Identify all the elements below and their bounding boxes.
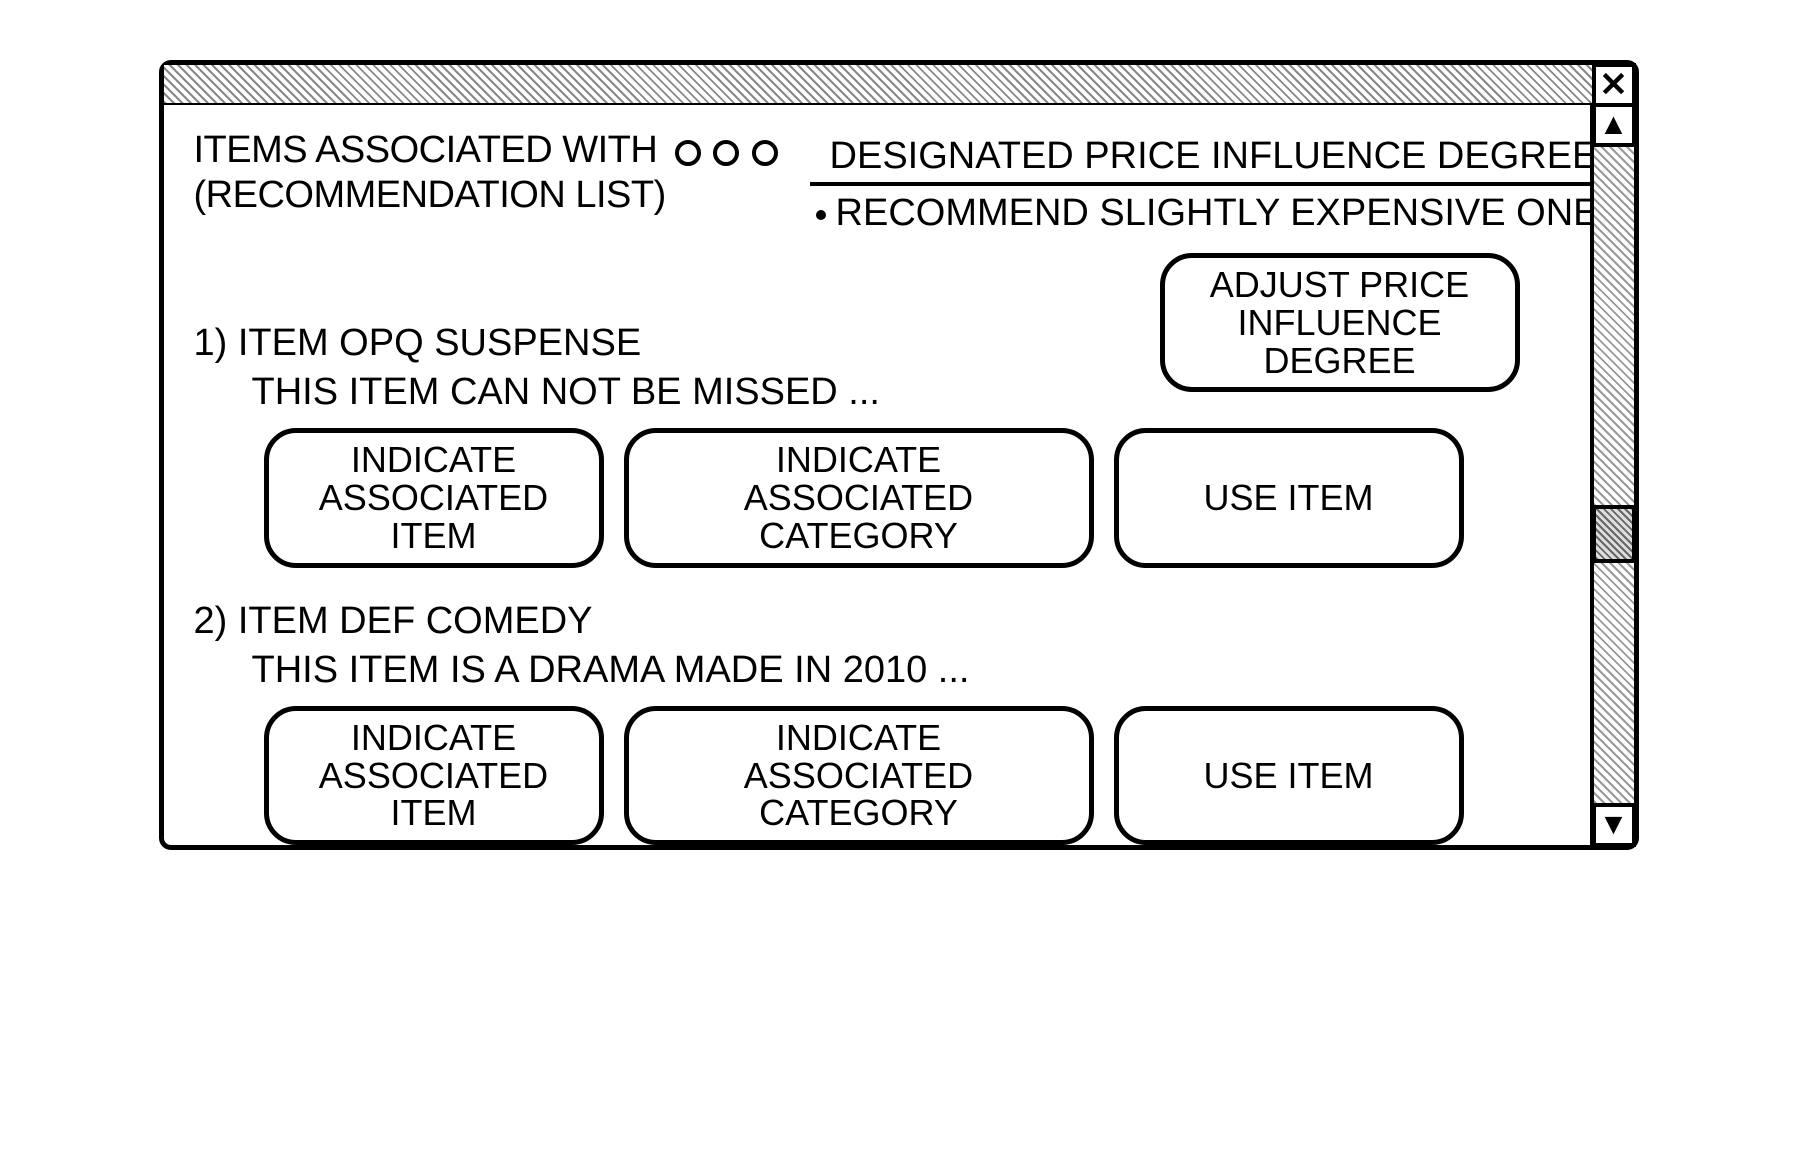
- price-influence-value: RECOMMEND SLIGHTLY EXPENSIVE ONES: [810, 186, 1590, 235]
- indicate-associated-item-button[interactable]: INDICATE ASSOCIATED ITEM: [264, 706, 604, 845]
- scrollbar-thumb[interactable]: [1592, 505, 1636, 563]
- button-label: ASSOCIATED CATEGORY: [655, 757, 1063, 833]
- item-button-row: INDICATE ASSOCIATED ITEM INDICATE ASSOCI…: [264, 428, 1530, 567]
- price-influence-label: DESIGNATED PRICE INFLUENCE DEGREE: [810, 135, 1590, 186]
- content-area: ITEMS ASSOCIATED WITH (RECOMMENDATION LI…: [164, 105, 1590, 845]
- item-button-row: INDICATE ASSOCIATED ITEM INDICATE ASSOCI…: [264, 706, 1530, 845]
- button-label: ASSOCIATED ITEM: [295, 479, 573, 555]
- user-icon-placeholder: [675, 130, 779, 174]
- chevron-up-icon: ▲: [1599, 110, 1629, 140]
- header-left: ITEMS ASSOCIATED WITH (RECOMMENDATION LI…: [194, 129, 780, 218]
- header-title-line1: ITEMS ASSOCIATED WITH: [194, 129, 658, 171]
- indicate-associated-category-button[interactable]: INDICATE ASSOCIATED CATEGORY: [624, 706, 1094, 845]
- circle-icon: [713, 140, 739, 166]
- button-label: USE ITEM: [1203, 479, 1373, 517]
- canvas: ✕ ▲ ▼ ITEMS ASSOCIATED WITH: [0, 0, 1797, 1153]
- item-index: 2): [194, 600, 228, 642]
- button-label: USE ITEM: [1203, 757, 1373, 795]
- close-icon: ✕: [1599, 68, 1628, 102]
- button-label: INDICATE: [776, 719, 941, 757]
- use-item-button[interactable]: USE ITEM: [1114, 706, 1464, 845]
- adjust-price-influence-button[interactable]: ADJUST PRICE INFLUENCE DEGREE: [1160, 253, 1520, 392]
- button-label: ASSOCIATED ITEM: [295, 757, 573, 833]
- bullet-icon: [816, 210, 826, 220]
- item-title: ITEM DEF COMEDY: [238, 600, 593, 642]
- app-window: ✕ ▲ ▼ ITEMS ASSOCIATED WITH: [159, 60, 1639, 850]
- use-item-button[interactable]: USE ITEM: [1114, 428, 1464, 567]
- item-index: 1): [194, 322, 228, 364]
- title-bar: ✕: [164, 65, 1634, 105]
- button-label: INDICATE: [351, 719, 516, 757]
- price-influence-value-text: RECOMMEND SLIGHTLY EXPENSIVE ONES: [836, 192, 1590, 234]
- item-description: THIS ITEM IS A DRAMA MADE IN 2010 ...: [252, 649, 1560, 692]
- button-label: INDICATE: [351, 441, 516, 479]
- scroll-down-button[interactable]: ▼: [1592, 803, 1636, 847]
- vertical-scrollbar[interactable]: ▲ ▼: [1590, 105, 1634, 845]
- item-title: ITEM OPQ SUSPENSE: [238, 322, 641, 364]
- recommendation-item: 2) ITEM DEF COMEDY THIS ITEM IS A DRAMA …: [194, 600, 1560, 845]
- button-label: INDICATE: [776, 441, 941, 479]
- indicate-associated-item-button[interactable]: INDICATE ASSOCIATED ITEM: [264, 428, 604, 567]
- circle-icon: [752, 140, 778, 166]
- button-label: ASSOCIATED CATEGORY: [655, 479, 1063, 555]
- header-row: ITEMS ASSOCIATED WITH (RECOMMENDATION LI…: [194, 129, 1560, 235]
- button-label: ADJUST PRICE: [1210, 266, 1469, 304]
- chevron-down-icon: ▼: [1599, 810, 1629, 840]
- header-title-line2: (RECOMMENDATION LIST): [194, 174, 780, 218]
- close-button[interactable]: ✕: [1592, 63, 1636, 107]
- scroll-up-button[interactable]: ▲: [1592, 103, 1636, 147]
- button-label: INFLUENCE DEGREE: [1191, 304, 1489, 380]
- header-right: DESIGNATED PRICE INFLUENCE DEGREE RECOMM…: [810, 135, 1590, 235]
- circle-icon: [675, 140, 701, 166]
- indicate-associated-category-button[interactable]: INDICATE ASSOCIATED CATEGORY: [624, 428, 1094, 567]
